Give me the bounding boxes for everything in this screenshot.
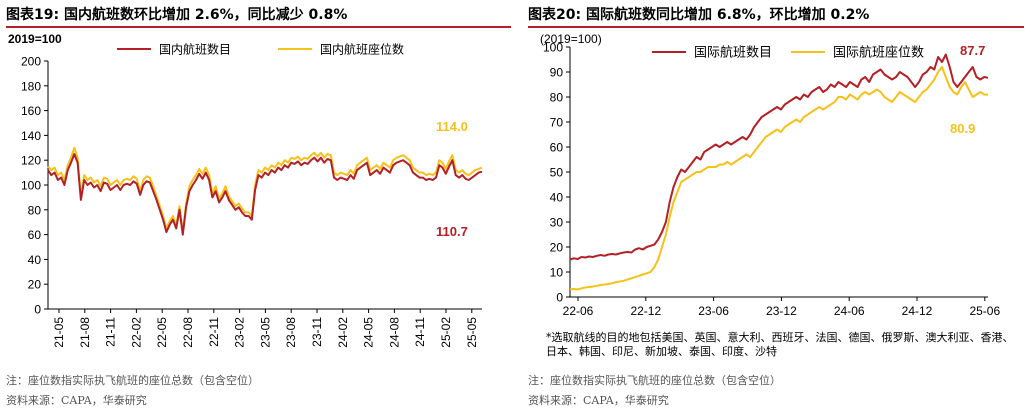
left-x-tick-label: 23-11 — [310, 317, 324, 347]
right-title-rule — [528, 26, 1024, 28]
right-x-tick-label: 23-06 — [698, 304, 729, 318]
right-y-tick-label: 0 — [556, 291, 563, 305]
left-x-tick-label: 25-02 — [439, 317, 453, 348]
right-legend-label-1: 国际航班座位数 — [833, 45, 924, 61]
right-x-tick-label: 24-06 — [834, 304, 865, 318]
left-x-tick-label: 22-11 — [207, 317, 221, 347]
left-chart-source: 资料来源：CAPA，华泰研究 — [6, 394, 147, 407]
left-y-tick-label: 40 — [28, 253, 42, 267]
right-y-tick-label: 60 — [550, 141, 564, 155]
right-series-line-1 — [569, 66, 989, 291]
left-end-label-0: 110.7 — [436, 224, 468, 239]
left-x-tick-label: 23-08 — [284, 317, 298, 348]
right-y-tick-label: 20 — [550, 241, 564, 255]
left-x-tick-label: 21-11 — [104, 317, 118, 347]
left-x-tick-label: 23-05 — [258, 317, 272, 348]
right-y-tick-label: 90 — [550, 66, 564, 80]
left-title-rule — [6, 26, 511, 28]
left-y-tick-label: 80 — [28, 203, 42, 217]
right-x-tick-label: 22-12 — [630, 304, 661, 318]
left-y-tick-label: 60 — [28, 228, 42, 242]
right-chart: (2019=100) 国际航班数目 国际航班座位数 0 10 20 30 40 50 60 70 80… — [540, 32, 1000, 318]
right-y-tick-label: 70 — [550, 116, 564, 130]
right-x-tick-label: 24-12 — [902, 304, 933, 318]
left-x-tick-label: 24-05 — [362, 317, 376, 348]
left-x-tick-label: 22-05 — [155, 317, 169, 348]
left-x-tick-label: 24-11 — [413, 317, 427, 347]
left-x-tick-label: 22-08 — [181, 317, 195, 348]
right-y-tick-label: 30 — [550, 216, 564, 230]
left-legend-label-0: 国内航班数目 — [159, 42, 231, 57]
left-y-tick-label: 100 — [21, 179, 41, 193]
right-legend-label-0: 国际航班数目 — [694, 45, 772, 61]
left-x-tick-label: 24-02 — [336, 317, 350, 348]
right-end-label-1: 80.9 — [950, 121, 975, 136]
left-x-tick-label: 22-02 — [129, 317, 143, 348]
left-y-tick-label: 140 — [21, 129, 41, 143]
left-x-tick-label: 23-02 — [233, 317, 247, 348]
left-unit-label: 2019=100 — [8, 32, 62, 46]
left-chart-title: 图表19: 国内航班数环比增加 2.6%，同比减少 0.8% — [6, 4, 511, 28]
right-y-tick-label: 100 — [543, 41, 563, 55]
left-y-tick-label: 160 — [21, 104, 41, 118]
left-series-line-1 — [47, 146, 483, 234]
left-chart-note: 注：座位数指实际执飞航班的座位总数（包含空位） — [6, 374, 259, 387]
right-chart-note: 注：座位数指实际执飞航班的座位总数（包含空位） — [528, 374, 781, 387]
left-x-tick-label: 25-05 — [465, 317, 479, 348]
left-y-tick-label: 120 — [21, 154, 41, 168]
left-y-tick-label: 200 — [21, 55, 41, 69]
right-y-tick-label: 50 — [550, 166, 564, 180]
left-y-tick-label: 0 — [34, 303, 41, 317]
left-series-line-0 — [47, 153, 483, 236]
right-x-tick-label: 23-12 — [766, 304, 797, 318]
right-x-tick-label: 22-06 — [563, 304, 594, 318]
right-chart-source: 资料来源：CAPA，华泰研究 — [528, 394, 669, 407]
left-end-label-1: 114.0 — [436, 119, 468, 134]
right-x-tick-label: 25-06 — [969, 304, 1000, 318]
left-y-tick-label: 20 — [28, 278, 42, 292]
right-y-tick-label: 40 — [550, 191, 564, 205]
left-y-tick-label: 180 — [21, 79, 41, 93]
right-y-tick-label: 10 — [550, 266, 564, 280]
right-chart-footnote: *选取航线的目的地包括美国、英国、意大利、西班牙、法国、德国、俄罗斯、澳大利亚、… — [546, 331, 1014, 358]
right-chart-title: 图表20: 国际航班数同比增加 6.8%，环比增加 0.2% — [528, 4, 1024, 28]
left-chart: 2019=100 国内航班数目 国内航班座位数 0 20 40 60 80 100 120 140 1… — [8, 32, 483, 348]
right-y-tick-label: 80 — [550, 91, 564, 105]
left-x-tick-label: 21-05 — [52, 317, 66, 348]
left-legend-label-1: 国内航班座位数 — [320, 42, 404, 57]
left-x-tick-label: 21-08 — [78, 317, 92, 348]
left-x-tick-label: 24-08 — [387, 317, 401, 348]
right-series-line-0 — [569, 53, 989, 261]
right-end-label-0: 87.7 — [960, 43, 985, 58]
right-unit-label: (2019=100) — [540, 32, 602, 46]
